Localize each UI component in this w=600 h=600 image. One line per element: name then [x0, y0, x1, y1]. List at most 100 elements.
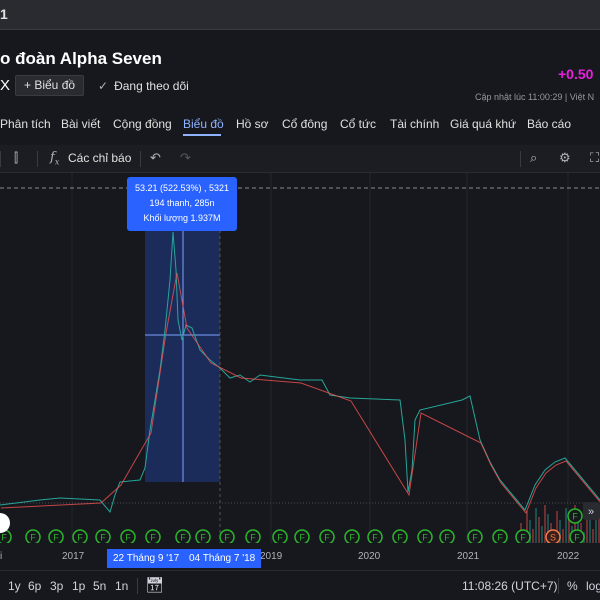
event-marker-letter: F [520, 533, 526, 543]
volume-bar [568, 517, 570, 543]
event-marker-letter: F [324, 533, 330, 543]
following-label: Đang theo dõi [114, 79, 189, 93]
range-3p[interactable]: 3p [50, 579, 64, 593]
price-chart[interactable]: F F F F F F F F F F F F F F F F F F F F F F S F F » [0, 173, 600, 543]
event-marker-letter: F [372, 533, 378, 543]
candlestick-icon[interactable]: ⫿ [14, 150, 19, 165]
time-label: 2017 [62, 551, 85, 562]
event-marker-letter: S [550, 533, 556, 543]
following-button[interactable]: ✓ Đang theo dõi [98, 79, 189, 93]
event-marker[interactable]: F [492, 529, 508, 543]
percent-toggle[interactable]: % [567, 579, 578, 593]
event-marker[interactable]: F [515, 529, 531, 543]
event-marker[interactable]: F [72, 529, 88, 543]
event-marker-letter: F [100, 533, 106, 543]
event-marker[interactable] [567, 508, 583, 524]
updated-time: Cập nhật lúc 11:00:29 | Việt N [475, 92, 595, 102]
event-marker[interactable]: F [294, 529, 310, 543]
event-marker-letter: F [250, 533, 256, 543]
event-marker[interactable]: F [319, 529, 335, 543]
tab-tai-chinh[interactable]: Tài chính [390, 117, 440, 131]
event-marker[interactable]: F [467, 529, 483, 543]
event-marker[interactable]: F [95, 529, 111, 543]
range-start-label: 22 Tháng 9 '17 [107, 549, 186, 568]
volume-bar [529, 520, 531, 543]
quick-search-icon[interactable]: ⌕ [530, 150, 538, 165]
range-end-label: 04 Tháng 7 '18 [183, 549, 262, 568]
range-1n[interactable]: 1n [115, 579, 129, 593]
price-change: +0.50 [558, 66, 594, 82]
event-marker-letter: F [150, 533, 156, 543]
time-label: 2020 [358, 551, 381, 562]
volume-bar [544, 505, 546, 543]
event-marker[interactable]: F [219, 529, 235, 543]
event-marker[interactable]: F [245, 529, 261, 543]
volume-bar [592, 529, 594, 543]
volume-bar [538, 517, 540, 543]
volume-bar [535, 508, 537, 543]
tab-co-dong[interactable]: Cổ đông [282, 117, 328, 131]
event-marker-letter: F [299, 533, 305, 543]
volume-bar [562, 529, 564, 543]
tab-ho-so[interactable]: Hồ sơ [236, 117, 269, 131]
event-marker-letter: F [77, 533, 83, 543]
event-marker[interactable]: F [367, 529, 383, 543]
event-marker[interactable]: F [272, 529, 288, 543]
event-marker[interactable]: F [145, 529, 161, 543]
tab-cong-dong[interactable]: Cộng đồng [113, 117, 172, 131]
fullscreen-icon[interactable]: ⛶ [590, 150, 600, 165]
grid [71, 173, 569, 543]
tab-bai-viet[interactable]: Bài viết [61, 117, 101, 131]
active-tab-indicator [183, 134, 221, 136]
tab-phan-tich[interactable]: Phân tích [0, 117, 51, 131]
range-1y[interactable]: 1y [8, 579, 21, 593]
event-marker[interactable]: F [175, 529, 191, 543]
price-series-down [0, 272, 600, 514]
event-marker-letter: F [472, 533, 478, 543]
clock-timezone[interactable]: 11:08:26 (UTC+7) [462, 579, 558, 593]
gear-icon[interactable]: ⚙ [559, 150, 571, 165]
undo-icon[interactable]: ↶ [150, 150, 161, 165]
event-marker-letter: F [572, 512, 578, 522]
event-marker[interactable]: F [48, 529, 64, 543]
volume-bar [526, 511, 528, 543]
tab-bieu-do[interactable]: Biểu đồ [183, 117, 224, 131]
redo-icon[interactable]: ↷ [180, 150, 191, 165]
volume-bar [559, 520, 561, 543]
log-toggle[interactable]: log [586, 579, 600, 593]
check-icon: ✓ [98, 79, 109, 93]
fx-icon[interactable]: fx [50, 150, 60, 167]
tab-co-tuc[interactable]: Cổ tức [340, 117, 377, 131]
scroll-right-button[interactable] [583, 502, 600, 520]
tooltip-price-change: 53.21 (522.53%) , 5321 [134, 183, 230, 193]
event-marker-letter: F [349, 533, 355, 543]
bottom-bar: 1y 6p 3p 1p 5n 1n 📅︎ 11:08:26 (UTC+7) % … [0, 570, 600, 600]
event-marker[interactable]: F [25, 529, 41, 543]
event-marker[interactable]: F [439, 529, 455, 543]
window-title: 1 [0, 6, 8, 22]
volume-bar [541, 526, 543, 543]
split-marker[interactable]: S [545, 529, 561, 543]
range-5n[interactable]: 5n [93, 579, 107, 593]
event-marker-letter: F [200, 533, 206, 543]
event-marker[interactable]: F [120, 529, 136, 543]
tab-gia-qua-khu[interactable]: Giá quá khứ [450, 117, 517, 131]
calendar-goto-icon[interactable]: 📅︎ [145, 577, 165, 594]
range-6p[interactable]: 6p [28, 579, 42, 593]
logo-badge [0, 513, 10, 533]
event-marker-letter: F [180, 533, 186, 543]
event-marker-letter: F [422, 533, 428, 543]
event-marker[interactable]: F [195, 529, 211, 543]
event-marker-letter: F [125, 533, 131, 543]
tooltip-bars: 194 thanh, 285n [149, 198, 215, 208]
add-chart-button[interactable]: + Biểu đồ [15, 75, 85, 96]
event-marker[interactable]: F [344, 529, 360, 543]
tab-bao-cao[interactable]: Báo cáo [527, 117, 572, 131]
event-marker[interactable]: F [569, 529, 585, 543]
volume-bar [574, 505, 576, 543]
event-marker[interactable]: F [417, 529, 433, 543]
range-1p[interactable]: 1p [72, 579, 86, 593]
indicators-button[interactable]: Các chỉ báo [68, 151, 132, 165]
event-marker[interactable]: F [392, 529, 408, 543]
volume-bar [565, 508, 567, 543]
